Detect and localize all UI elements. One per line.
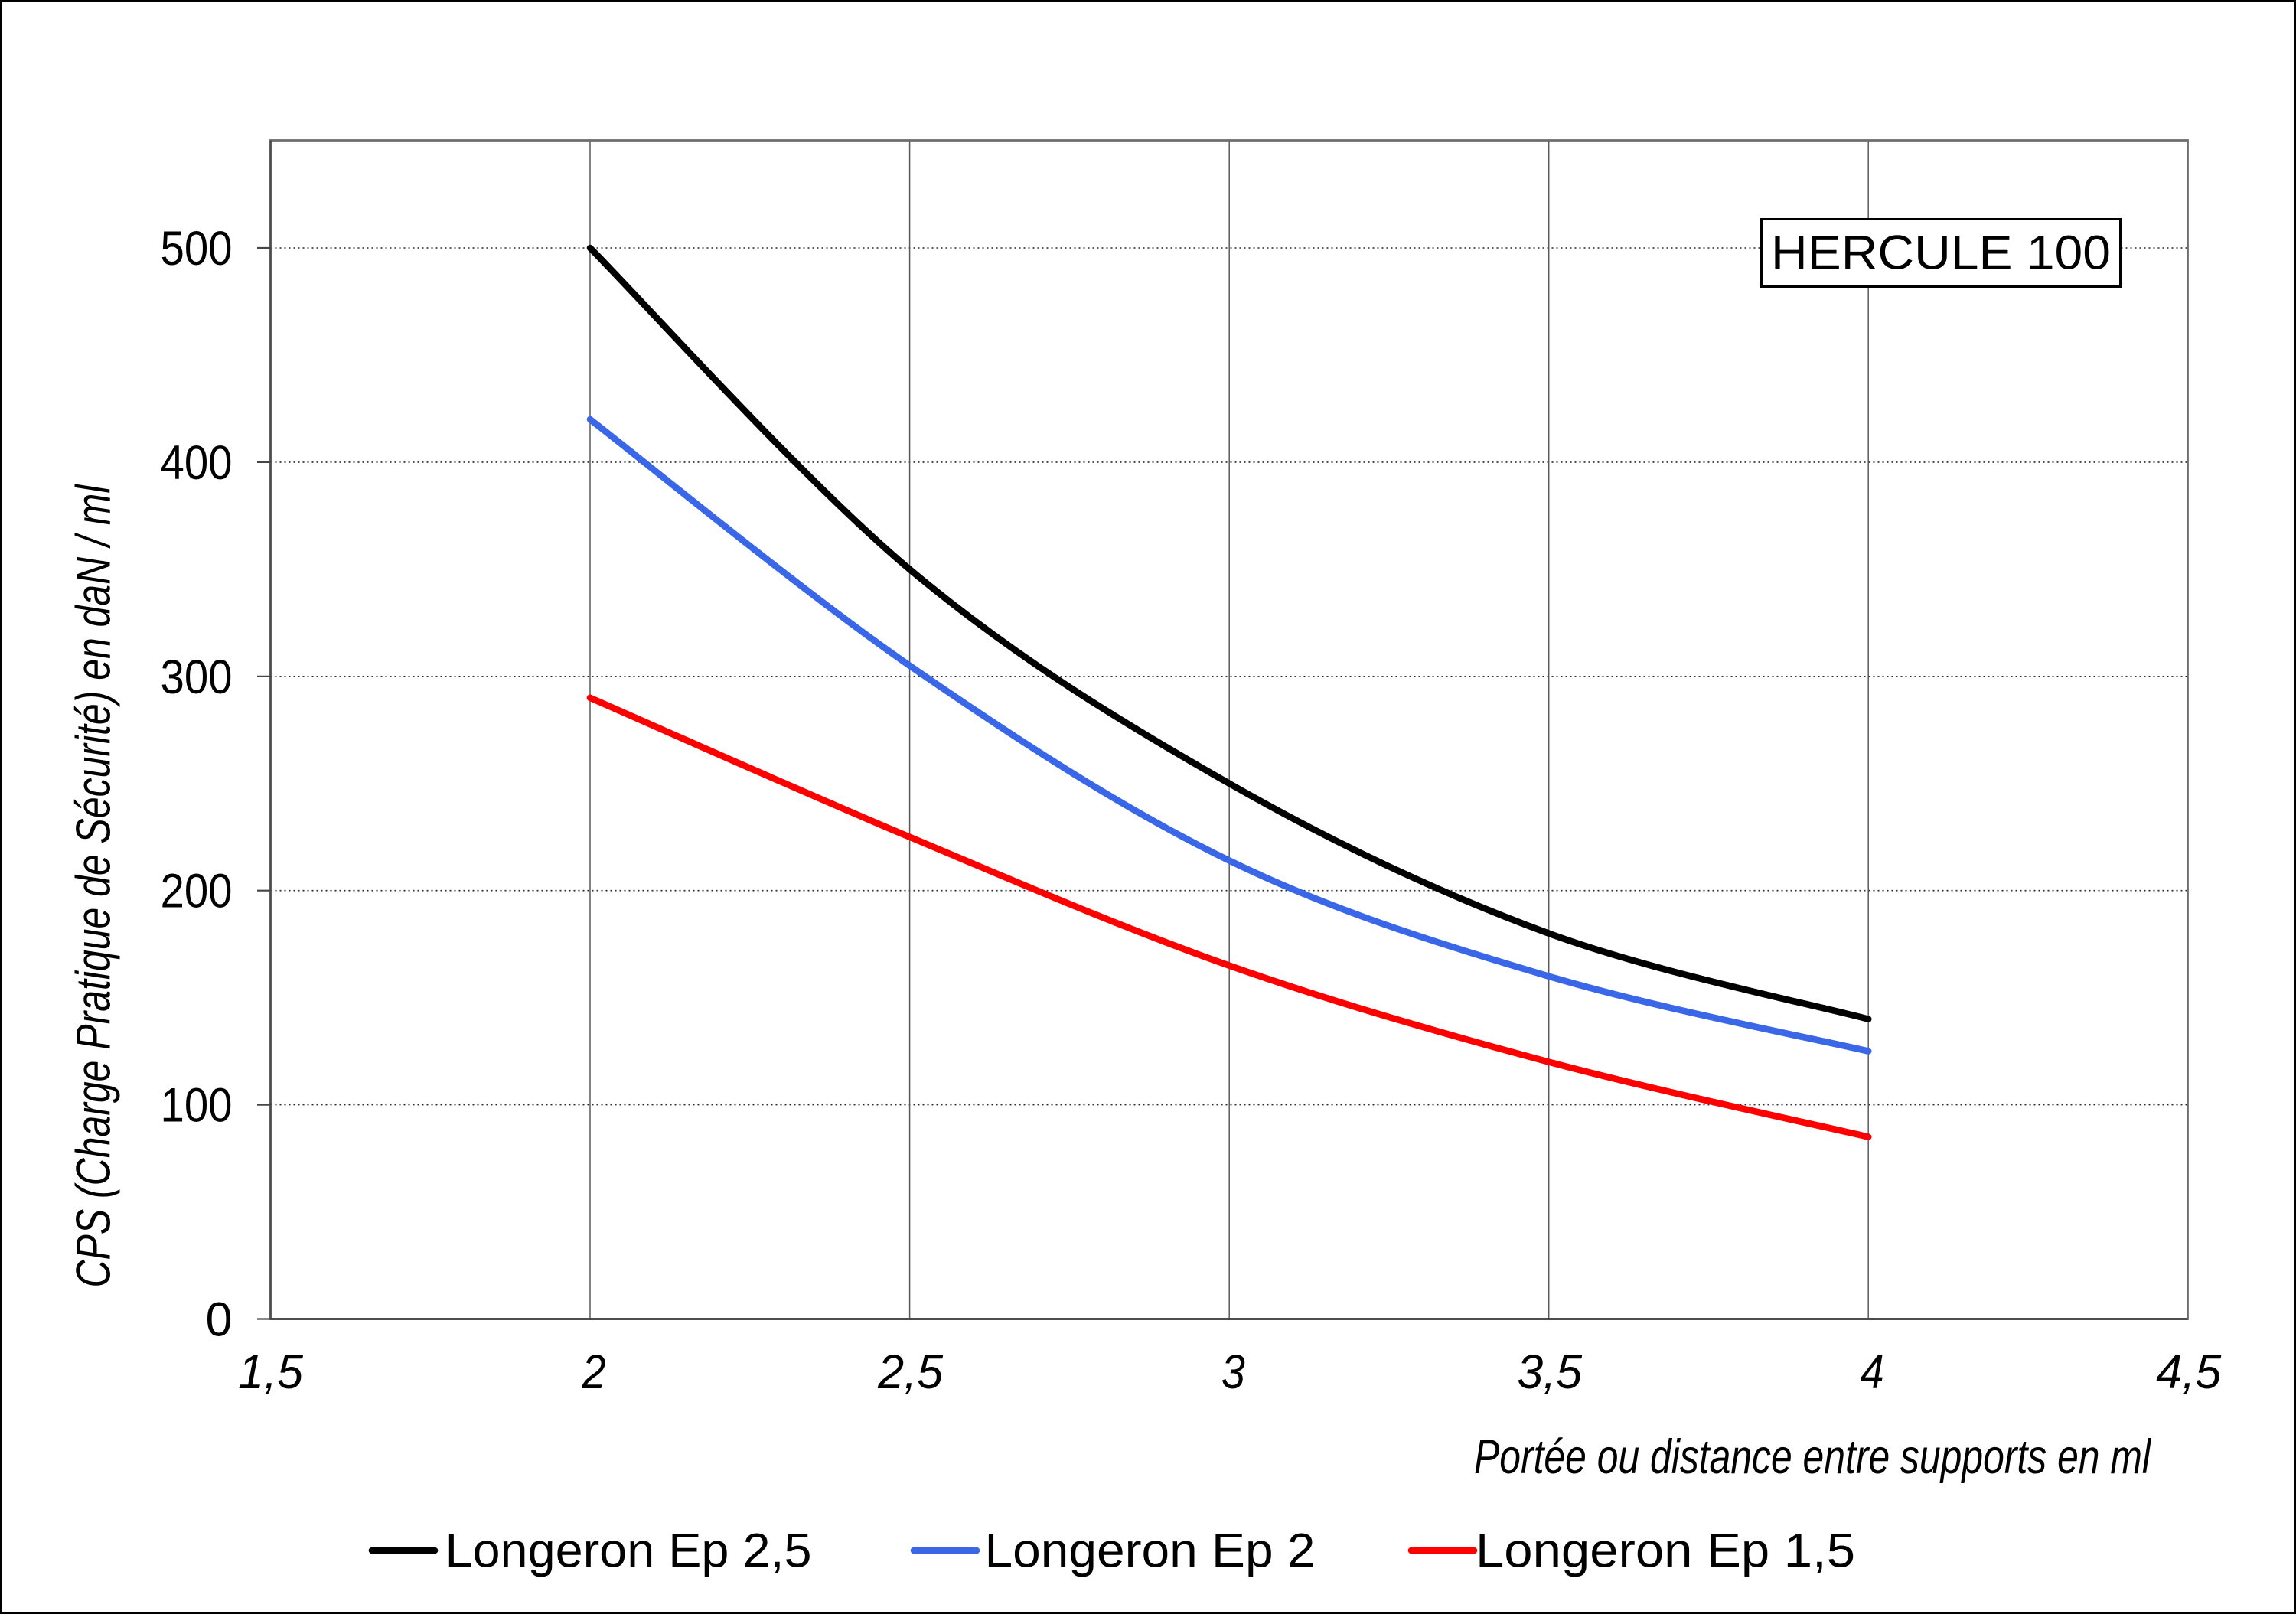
svg-text:100: 100	[161, 1079, 233, 1133]
svg-text:Portée ou distance entre suppo: Portée ou distance entre supports en ml	[1474, 1430, 2152, 1484]
svg-text:4,5: 4,5	[2156, 1345, 2222, 1399]
svg-text:2: 2	[582, 1345, 606, 1399]
svg-text:300: 300	[161, 650, 233, 704]
svg-text:500: 500	[161, 222, 233, 276]
svg-text:HERCULE 100: HERCULE 100	[1771, 227, 2111, 280]
svg-text:4: 4	[1861, 1345, 1884, 1399]
svg-text:1,5: 1,5	[238, 1345, 304, 1399]
svg-text:2,5: 2,5	[877, 1345, 944, 1399]
svg-text:Longeron Ep 1,5: Longeron Ep 1,5	[1476, 1524, 1855, 1578]
svg-text:3: 3	[1221, 1345, 1245, 1399]
svg-text:CPS (Charge Pratique de Sécuri: CPS (Charge Pratique de Sécurité) en daN…	[67, 484, 121, 1288]
svg-text:200: 200	[161, 865, 233, 918]
svg-text:Longeron Ep 2,5: Longeron Ep 2,5	[445, 1524, 812, 1578]
svg-text:3,5: 3,5	[1517, 1345, 1583, 1399]
svg-text:400: 400	[161, 436, 233, 490]
svg-text:Longeron Ep 2: Longeron Ep 2	[985, 1524, 1316, 1578]
svg-text:0: 0	[205, 1293, 232, 1347]
